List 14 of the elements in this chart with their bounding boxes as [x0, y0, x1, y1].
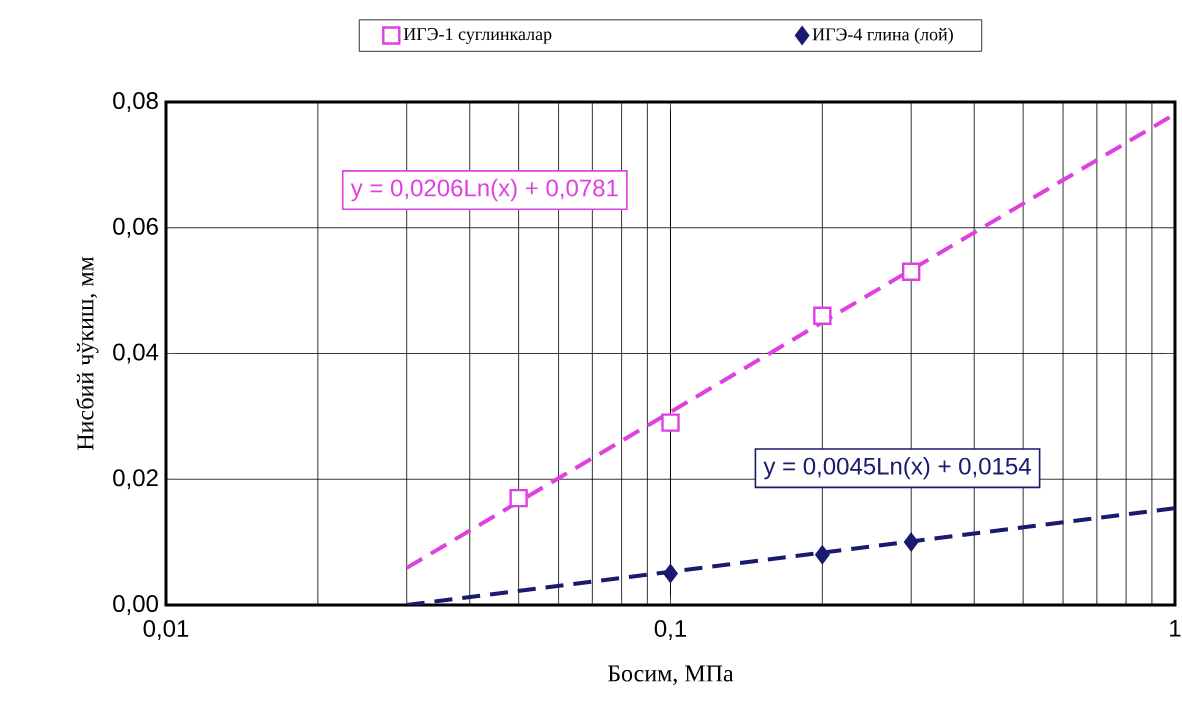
x-tick-label: 0,1 [654, 620, 686, 640]
y-tick-label: 0,02 [113, 469, 158, 490]
y-tick-label: 0,00 [113, 595, 158, 615]
y-tick-label: 0,04 [113, 343, 159, 364]
x-tick-label: 1 [1170, 620, 1181, 637]
annotation: y = 0,0206Ln(x) + 0,0781 [350, 178, 618, 202]
x-axis-title: Босим, МПа [607, 665, 734, 686]
x-tick-label: 0,01 [143, 620, 189, 640]
legend-label: ИГЭ-4 глина (лой) [812, 27, 953, 45]
y-tick-label: 0,08 [113, 92, 158, 112]
y-axis-title: Нисбий чўкиш, мм [76, 256, 99, 451]
y-tick-label: 0,06 [113, 217, 158, 238]
annotation: y = 0,0045Ln(x) + 0,0154 [763, 457, 1031, 480]
legend-label: ИГЭ-1 суглинкалар [403, 28, 552, 44]
